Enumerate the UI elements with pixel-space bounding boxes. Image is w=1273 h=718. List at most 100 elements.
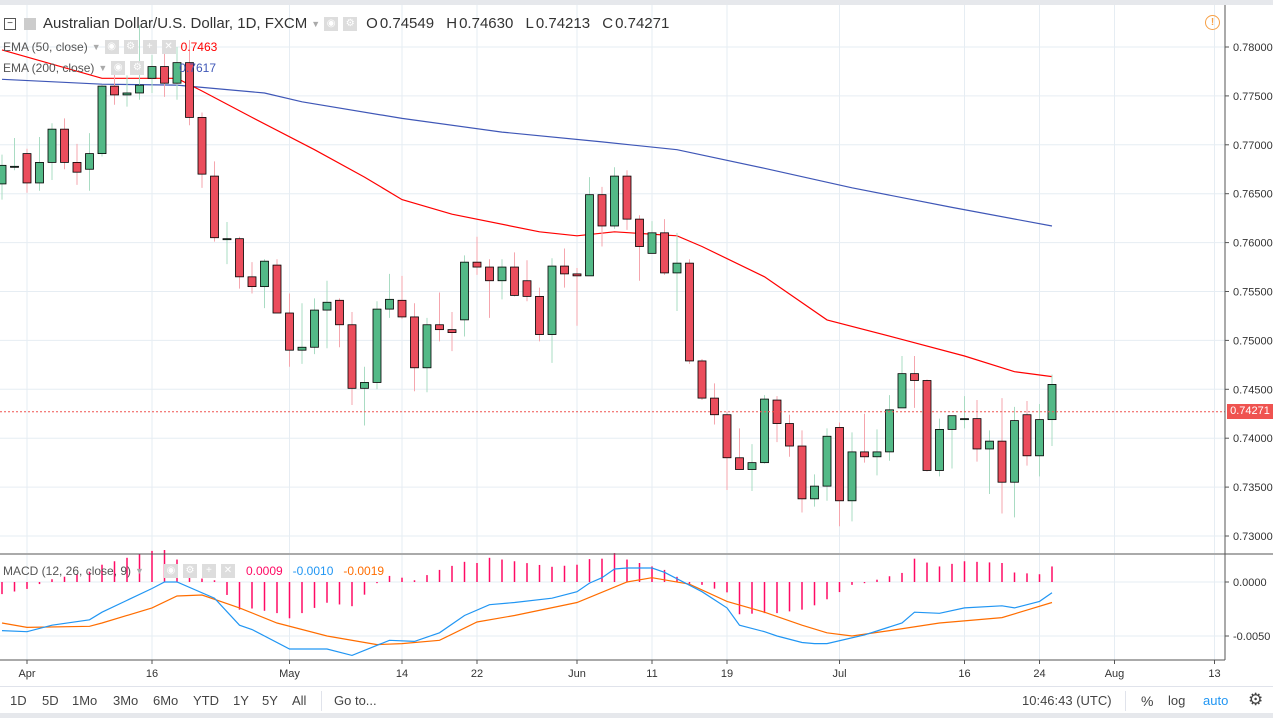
chevron-down-icon[interactable]: ▼	[135, 566, 144, 576]
candle-body	[610, 175, 619, 227]
range-1mo-button[interactable]: 1Mo	[72, 693, 98, 708]
candle-body	[847, 451, 857, 502]
chevron-down-icon[interactable]: ▼	[98, 63, 108, 73]
plus-icon[interactable]: +	[142, 40, 157, 54]
candle-body	[197, 117, 207, 175]
close-icon[interactable]: ✕	[220, 564, 235, 578]
candle	[947, 415, 957, 469]
candle	[235, 236, 244, 289]
candle	[485, 259, 494, 318]
close-icon[interactable]: ✕	[161, 40, 176, 54]
candle-body	[485, 266, 494, 282]
candle-body	[660, 232, 669, 274]
candle	[72, 143, 82, 185]
candle-body	[585, 194, 594, 277]
auto-toggle[interactable]: auto	[1203, 693, 1229, 708]
candle-body	[1022, 414, 1032, 457]
gear-icon[interactable]: ⚙	[123, 40, 138, 54]
candle	[522, 260, 532, 302]
candle-body	[622, 175, 632, 220]
percent-toggle[interactable]: %	[1141, 693, 1154, 709]
range-all-button[interactable]: All	[292, 693, 307, 708]
candle	[447, 312, 457, 352]
time-tick-label: 14	[396, 668, 408, 680]
chevron-down-icon[interactable]: ▼	[91, 42, 101, 52]
candle	[347, 312, 357, 405]
candle-body	[222, 238, 232, 241]
candle	[110, 72, 119, 105]
ema50-line	[1, 49, 1053, 378]
range-ytd-button[interactable]: YTD	[193, 693, 219, 708]
gear-icon[interactable]: ⚙	[182, 564, 197, 578]
range-5d-button[interactable]: 5D	[42, 693, 59, 708]
low-label: L	[525, 15, 534, 32]
macd-tick-label: 0.0000	[1233, 577, 1267, 589]
collapse-icon[interactable]: −	[4, 17, 16, 30]
range-3mo-button[interactable]: 3Mo	[113, 693, 139, 708]
time-tick-label: 16	[146, 668, 158, 680]
candle-body	[860, 451, 869, 458]
range-1d-button[interactable]: 1D	[10, 693, 27, 708]
candle	[372, 301, 382, 390]
chevron-down-icon[interactable]: ▼	[311, 18, 321, 29]
candle-body	[497, 266, 507, 282]
candle-body	[385, 298, 394, 310]
ema50-value: 0.7463	[180, 40, 218, 54]
candle-body	[985, 440, 994, 450]
goto-button[interactable]: Go to...	[334, 693, 377, 708]
gear-icon[interactable]: ⚙	[130, 61, 145, 75]
last-price-tag: 0.74271	[1227, 404, 1273, 419]
eye-icon[interactable]: ◉	[104, 40, 119, 54]
time-tick-label: 22	[471, 668, 483, 680]
price-tick-label: 0.77500	[1233, 91, 1273, 103]
ema50-polyline	[1, 49, 1053, 378]
macd-pane	[1, 550, 1053, 657]
candle	[747, 444, 757, 492]
candle	[860, 413, 869, 463]
plus-icon[interactable]: +	[201, 564, 216, 578]
price-tick-label: 0.78000	[1233, 42, 1273, 54]
eye-icon[interactable]: ◉	[324, 16, 339, 31]
eye-icon[interactable]: ◉	[111, 61, 126, 75]
gear-icon[interactable]: ⚙	[343, 16, 358, 31]
candle-body	[560, 265, 569, 275]
candle	[385, 273, 394, 318]
eye-icon[interactable]: ◉	[163, 564, 178, 578]
clock[interactable]: 10:46:43 (UTC)	[1022, 693, 1112, 708]
candle-body	[172, 62, 182, 84]
alert-icon[interactable]: !	[1205, 15, 1220, 30]
range-6mo-button[interactable]: 6Mo	[153, 693, 179, 708]
price-tick-label: 0.75000	[1233, 335, 1273, 347]
high-value: 0.74630	[459, 15, 514, 32]
bottom-border	[0, 713, 1273, 718]
candle	[297, 303, 307, 364]
close-value: 0.74271	[615, 15, 670, 32]
macd-label[interactable]: MACD (12, 26, close, 9)	[3, 564, 132, 578]
symbol-title[interactable]: Australian Dollar/U.S. Dollar, 1D, FXCM	[43, 15, 308, 32]
candle-body	[522, 280, 532, 297]
candle	[260, 259, 269, 309]
grid-lines	[0, 5, 1225, 660]
range-5y-button[interactable]: 5Y	[262, 693, 278, 708]
ema200-label[interactable]: EMA (200, close)	[3, 61, 95, 75]
range-1y-button[interactable]: 1Y	[233, 693, 249, 708]
price-tick-label: 0.76500	[1233, 189, 1273, 201]
ema50-label[interactable]: EMA (50, close)	[3, 40, 88, 54]
candle	[760, 395, 769, 464]
time-tick-label: Jun	[568, 668, 586, 680]
candle	[85, 133, 94, 191]
open-value: 0.74549	[379, 15, 435, 32]
candle-body	[760, 398, 769, 464]
candle-body	[260, 260, 269, 288]
price-tick-label: 0.73500	[1233, 482, 1273, 494]
candle	[172, 47, 182, 100]
candle	[1022, 401, 1032, 466]
candle-body	[85, 153, 94, 170]
chart-canvas[interactable]: 0.78000 0.77500 0.77000 0.76500 0.76000 0.755…	[0, 0, 1273, 686]
bottom-toolbar: 1D 5D 1Mo 3Mo 6Mo YTD 1Y 5Y All Go to...…	[0, 686, 1273, 714]
candle	[497, 259, 507, 300]
candle	[922, 379, 932, 472]
candle	[35, 136, 44, 191]
log-toggle[interactable]: log	[1168, 693, 1186, 708]
gear-icon[interactable]: ⚙	[1248, 690, 1264, 709]
